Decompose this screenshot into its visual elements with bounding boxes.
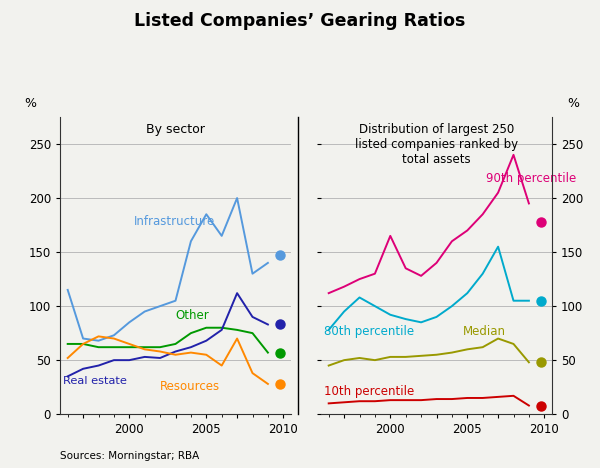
Text: 90th percentile: 90th percentile: [486, 172, 576, 185]
Text: Other: Other: [176, 309, 209, 322]
Text: Real estate: Real estate: [63, 376, 127, 386]
Text: Listed Companies’ Gearing Ratios: Listed Companies’ Gearing Ratios: [134, 12, 466, 29]
Text: Infrastructure: Infrastructure: [134, 215, 215, 228]
Text: Sources: Morningstar; RBA: Sources: Morningstar; RBA: [60, 451, 199, 461]
Text: %: %: [568, 96, 580, 110]
Text: Distribution of largest 250
listed companies ranked by
total assets: Distribution of largest 250 listed compa…: [355, 123, 518, 166]
Text: 80th percentile: 80th percentile: [324, 325, 414, 338]
Text: By sector: By sector: [146, 123, 205, 136]
Text: %: %: [24, 96, 36, 110]
Text: 10th percentile: 10th percentile: [324, 385, 415, 398]
Text: Resources: Resources: [160, 380, 220, 394]
Text: Median: Median: [463, 325, 506, 338]
